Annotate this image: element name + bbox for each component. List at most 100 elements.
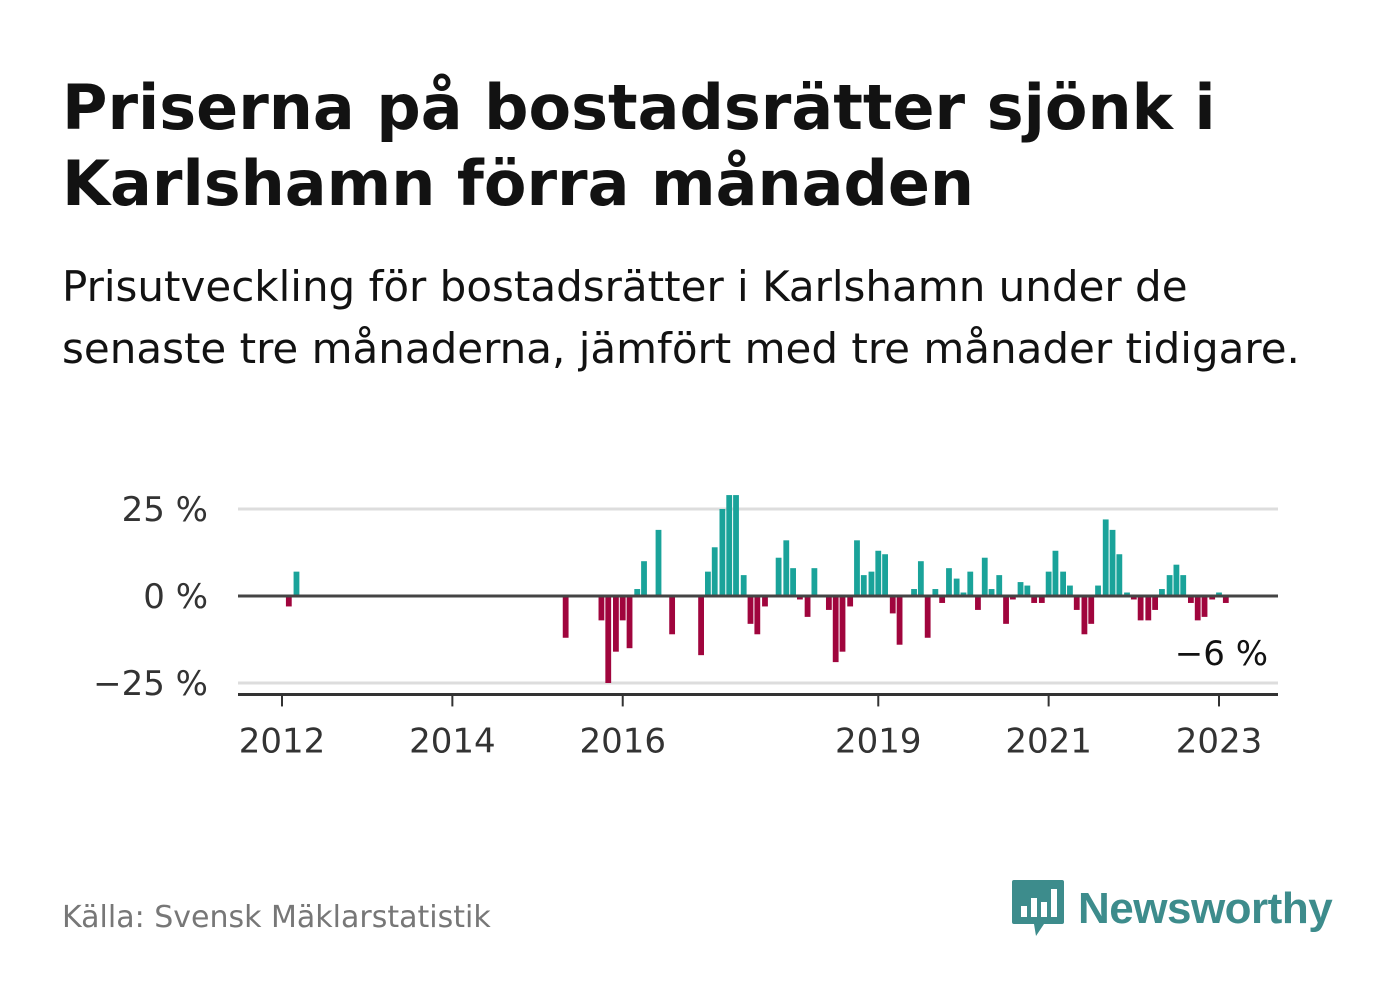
bar-chart-speech-bubble-icon <box>1012 880 1064 936</box>
x-tick-label: 2021 <box>1005 721 1092 761</box>
bar <box>705 571 711 596</box>
bar <box>1137 596 1144 621</box>
bar <box>1038 596 1045 603</box>
bar <box>924 596 931 638</box>
bar <box>1187 596 1194 603</box>
bar <box>981 557 988 596</box>
bar <box>1102 519 1109 596</box>
bar <box>847 596 854 607</box>
bar <box>868 571 875 596</box>
source-note: Källa: Svensk Mäklarstatistik <box>62 900 491 935</box>
x-tick-label: 2014 <box>409 721 496 761</box>
bar <box>960 592 967 596</box>
bar <box>917 561 924 596</box>
bar <box>1166 575 1173 596</box>
bar <box>988 589 995 596</box>
bar <box>605 596 612 683</box>
bar <box>1067 585 1073 596</box>
bar <box>1017 582 1024 596</box>
x-tick-label: 2012 <box>239 721 326 761</box>
bar <box>1024 585 1031 596</box>
bar <box>762 596 768 607</box>
bar <box>946 568 952 596</box>
bar <box>1045 571 1052 596</box>
bar <box>1088 596 1095 624</box>
bar <box>839 596 846 652</box>
bar <box>754 596 761 635</box>
y-axis: 25 % 0 % −25 % <box>93 490 208 704</box>
bar <box>1222 596 1229 603</box>
bar <box>598 596 605 621</box>
bar <box>719 509 726 596</box>
bar <box>896 596 903 645</box>
newsworthy-logo: Newsworthy <box>1010 878 1333 940</box>
bar <box>932 589 939 596</box>
bar <box>285 596 292 607</box>
y-tick-label: 25 % <box>122 490 208 530</box>
bar <box>1124 592 1130 596</box>
bar <box>811 568 818 596</box>
bar <box>1130 596 1137 600</box>
bars <box>285 495 1229 683</box>
x-tick-label: 2016 <box>579 721 666 761</box>
bar <box>1060 571 1067 596</box>
bar <box>1173 564 1180 596</box>
bar <box>790 568 796 596</box>
bar <box>875 550 882 596</box>
bar-chart: 25 % 0 % −25 % 2012 2014 2016 2019 2021 2023 −6… <box>93 490 1278 761</box>
y-tick-label: 0 % <box>143 577 208 617</box>
bar <box>733 495 739 596</box>
bar <box>797 596 803 600</box>
bar <box>1209 596 1216 600</box>
x-tick-label: 2019 <box>835 721 922 761</box>
bar <box>825 596 832 610</box>
bar <box>1009 596 1016 600</box>
bar <box>889 596 896 614</box>
bar <box>698 596 704 656</box>
bar <box>1152 596 1159 610</box>
bar <box>619 596 626 621</box>
bar <box>1031 596 1038 603</box>
bar <box>1052 550 1059 596</box>
bar <box>1073 596 1080 610</box>
bar <box>641 561 647 596</box>
latest-value-label: −6 % <box>1175 634 1268 674</box>
bar <box>740 575 747 596</box>
bar <box>562 596 569 638</box>
bar <box>975 596 981 610</box>
bar <box>911 589 917 596</box>
chart-subtitle: Prisutveckling för bostadsrätter i Karls… <box>62 262 1300 373</box>
bar <box>655 529 662 596</box>
bar <box>293 571 300 596</box>
bar <box>1159 589 1165 596</box>
annotations: −6 % <box>1175 634 1268 674</box>
bar <box>747 596 754 624</box>
bar <box>804 596 811 617</box>
bar <box>1180 575 1187 596</box>
bar <box>775 557 782 596</box>
bar <box>1081 596 1088 635</box>
chart-title: Priserna på bostadsrätter sjönk i Karlsh… <box>62 71 1216 220</box>
bar <box>1201 596 1208 617</box>
x-tick-label: 2023 <box>1176 721 1263 761</box>
bar <box>882 554 888 596</box>
bar <box>967 571 974 596</box>
gridlines <box>238 507 1278 685</box>
bar <box>783 540 790 596</box>
bar <box>1003 596 1009 624</box>
bar <box>626 596 633 649</box>
bar <box>1109 529 1116 596</box>
x-axis: 2012 2014 2016 2019 2021 2023 <box>238 692 1278 761</box>
bar <box>634 589 641 596</box>
y-tick-label: −25 % <box>93 664 208 704</box>
bar <box>939 596 946 603</box>
bar <box>854 540 860 596</box>
bar <box>726 495 733 596</box>
bar <box>711 547 718 596</box>
bar <box>1194 596 1201 621</box>
bar <box>996 575 1003 596</box>
logo-text: Newsworthy <box>1078 884 1333 933</box>
bar <box>860 575 867 596</box>
bar <box>1116 554 1123 596</box>
bar <box>613 596 619 652</box>
